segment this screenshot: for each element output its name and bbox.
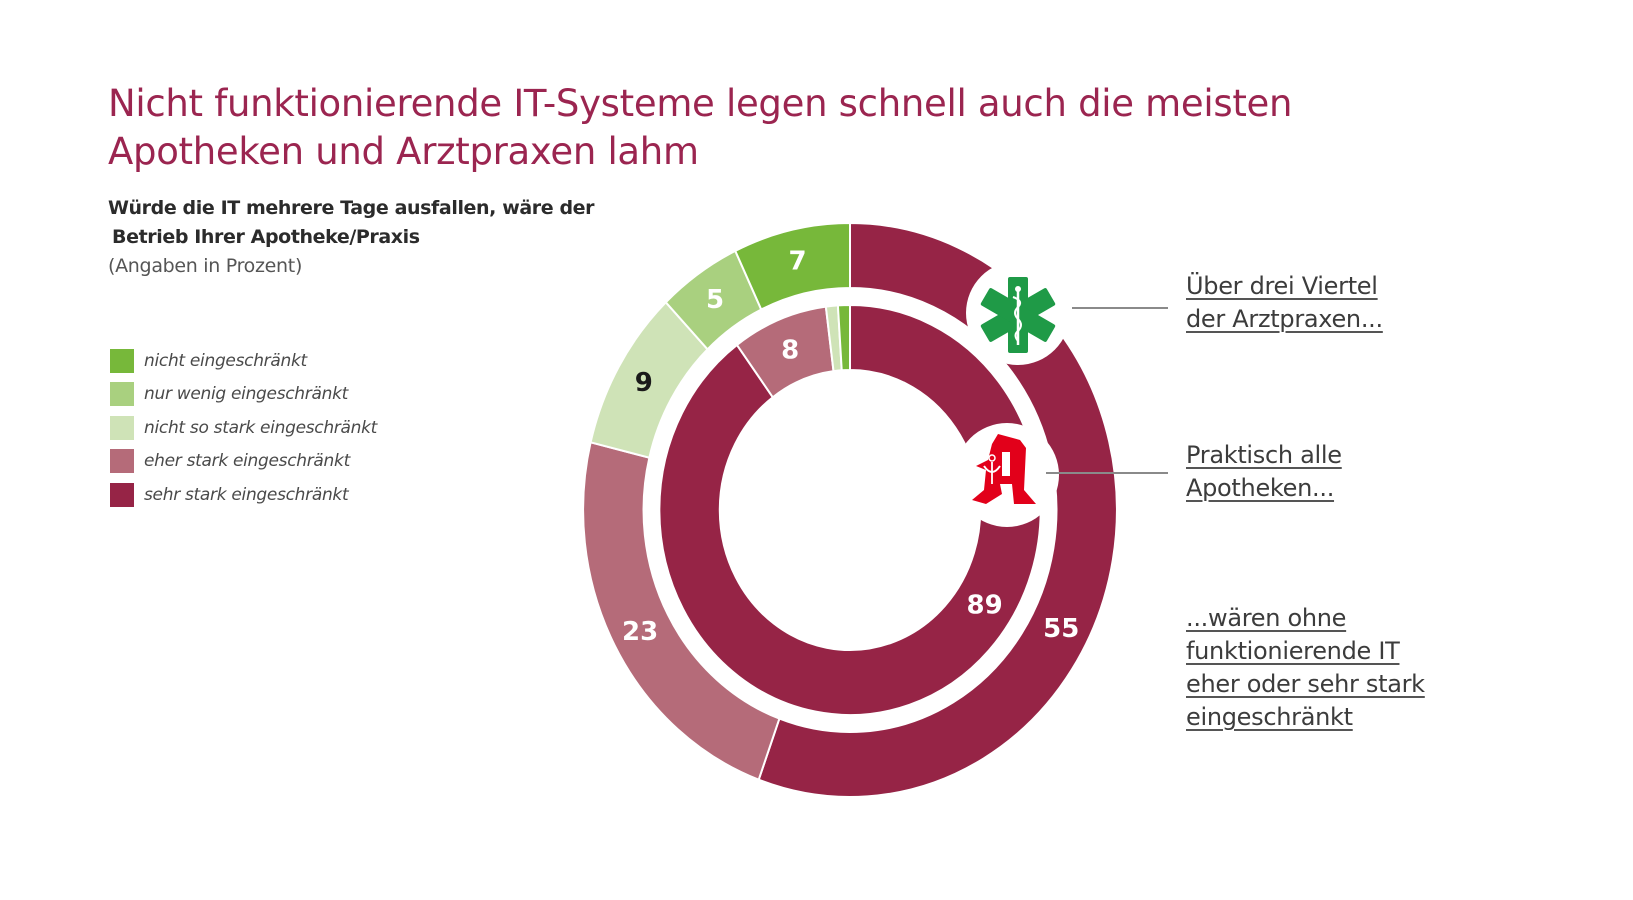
slice-label-outer-sehr-stark: 55 (1043, 614, 1079, 644)
callout-summary-line-1: ...wären ohne (1186, 604, 1347, 632)
chart-title: Nicht funktionierende IT-Systeme legen s… (108, 80, 1408, 176)
slice-outer-nicht (733, 221, 851, 311)
legend: nicht eingeschränkt nur wenig eingeschrä… (110, 344, 377, 512)
legend-label: nicht so stark eingeschränkt (144, 417, 378, 438)
legend-swatch-nicht (110, 348, 134, 373)
callout-summary-line-4: eingeschränkt (1186, 703, 1353, 731)
legend-item-nicht-so-stark: nicht so stark eingeschränkt (110, 411, 377, 445)
callout-apotheke-line-2: Apotheken... (1186, 474, 1335, 502)
legend-swatch-nur-wenig (110, 382, 134, 407)
legend-item-nur-wenig: nur wenig eingeschränkt (110, 378, 377, 412)
chart-subtitle: Würde die IT mehrere Tage ausfallen, wär… (108, 194, 628, 252)
legend-swatch-eher-stark (110, 449, 134, 474)
callout-arzt-line-2: der Arztpraxen... (1186, 305, 1383, 333)
inner-ring-apotheken (658, 303, 1042, 716)
slice-label-inner-sehr-stark: 89 (967, 591, 1003, 621)
legend-label: nur wenig eingeschränkt (144, 384, 348, 405)
legend-label: eher stark eingeschränkt (144, 451, 350, 472)
slice-label-outer-eher-stark: 23 (622, 617, 658, 647)
star-of-life-icon (980, 277, 1056, 353)
slice-label-inner-eher-stark: 8 (781, 335, 799, 365)
slice-labels: 55 23 9 5 7 89 8 (622, 246, 1079, 647)
callout-summary-line-3: eher oder sehr stark (1186, 670, 1425, 698)
slice-label-outer-nur-wenig: 5 (706, 285, 724, 315)
legend-swatch-nicht-so-stark (110, 415, 134, 440)
legend-label: sehr stark eingeschränkt (144, 484, 349, 505)
callout-arzt: Über drei Viertel der Arztpraxen... (1186, 270, 1383, 336)
title-line-2: Apotheken und Arztpraxen lahm (108, 130, 699, 173)
legend-item-nicht: nicht eingeschränkt (110, 344, 377, 378)
callout-summary: ...wären ohne funktionierende IT eher od… (1186, 602, 1425, 734)
unit-note: (Angaben in Prozent) (108, 255, 303, 277)
apotheke-a-icon (972, 434, 1036, 504)
slice-label-outer-nicht: 7 (789, 246, 807, 276)
callout-summary-line-2: funktionierende IT (1186, 637, 1400, 665)
slice-label-outer-nicht-so-stark: 9 (635, 368, 653, 398)
subtitle-line-2: Betrieb Ihrer Apotheke/Praxis (112, 226, 420, 248)
subtitle-line-1: Würde die IT mehrere Tage ausfallen, wär… (108, 197, 595, 219)
slice-inner-nicht (836, 303, 851, 372)
outer-ring-arztpraxen (582, 221, 1118, 798)
callout-apotheke-line-1: Praktisch alle (1186, 441, 1342, 469)
callout-apotheke: Praktisch alle Apotheken... (1186, 439, 1342, 505)
slice-inner-sehr-stark (658, 303, 1042, 716)
slice-outer-sehr-stark (757, 221, 1118, 798)
legend-item-sehr-stark: sehr stark eingeschränkt (110, 478, 377, 512)
legend-swatch-sehr-stark (110, 482, 134, 507)
title-line-1: Nicht funktionierende IT-Systeme legen s… (108, 82, 1293, 125)
callout-arzt-line-1: Über drei Viertel (1186, 272, 1378, 300)
legend-label: nicht eingeschränkt (144, 350, 307, 371)
legend-item-eher-stark: eher stark eingeschränkt (110, 445, 377, 479)
